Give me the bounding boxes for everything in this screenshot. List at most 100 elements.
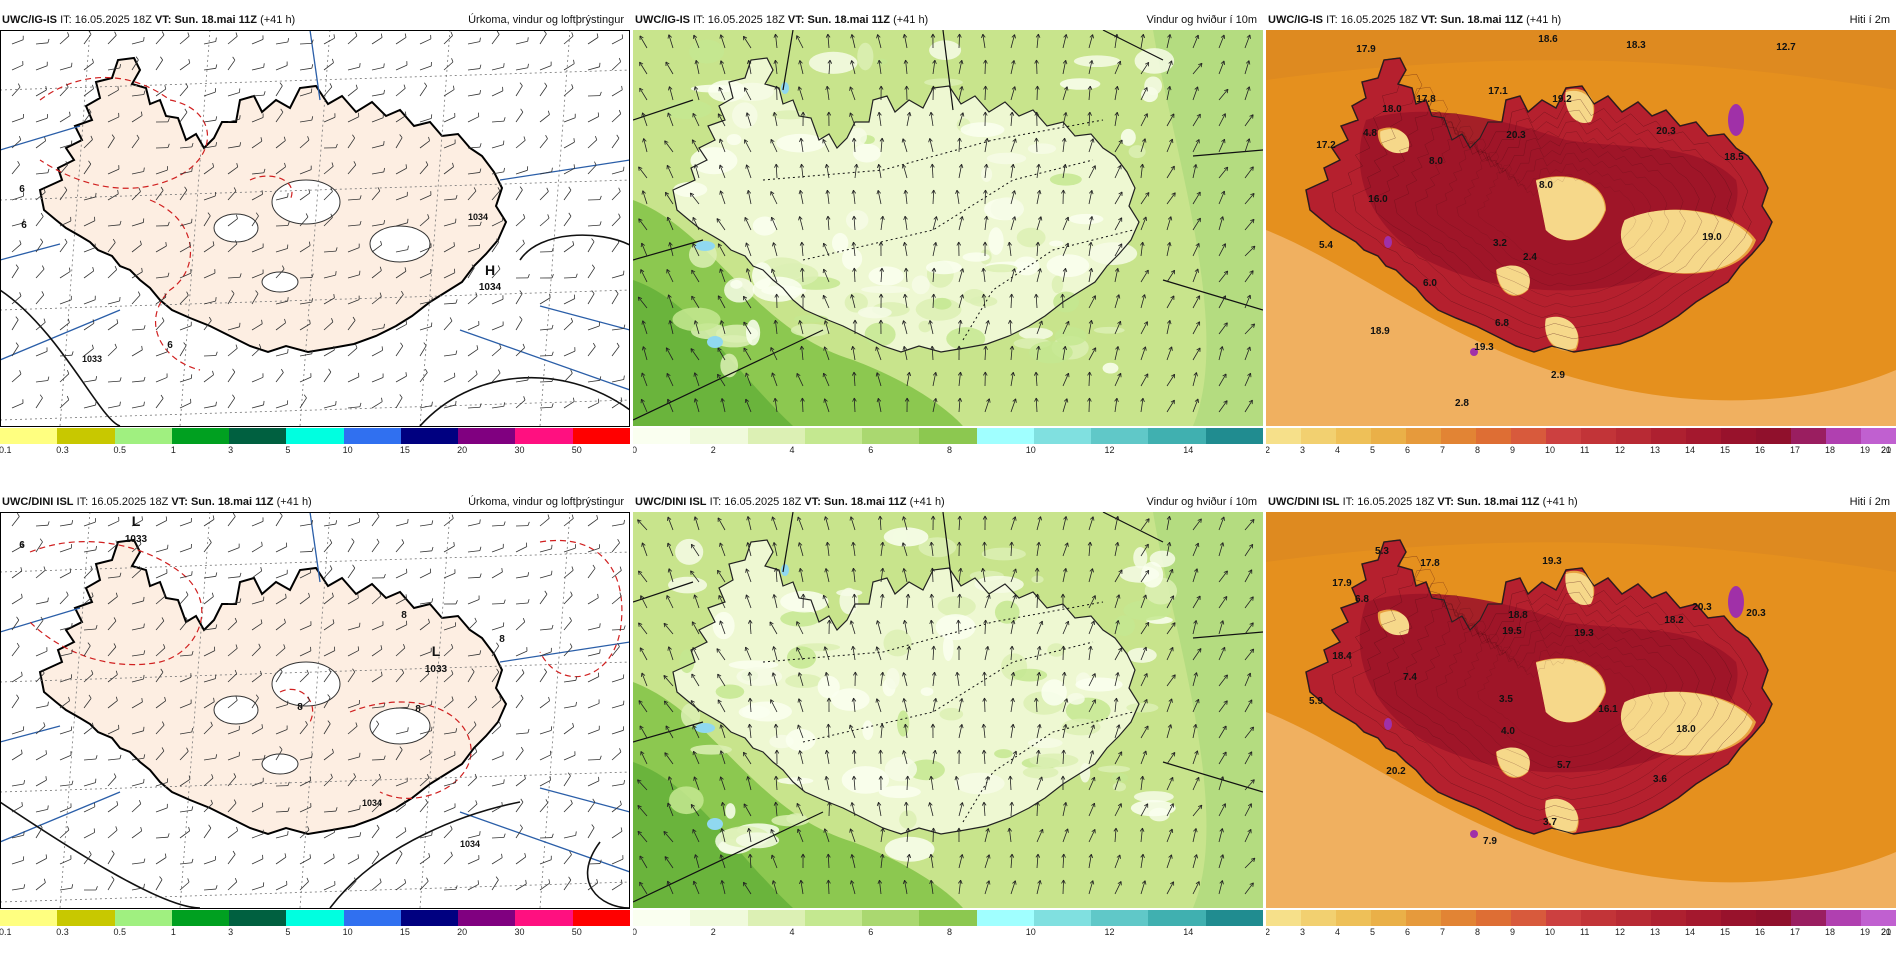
colorbar-tick-label: 14	[1183, 927, 1193, 937]
init-time: 16.05.2025 18Z	[1341, 14, 1418, 26]
colorbar-tick-label: 11	[1580, 927, 1589, 937]
colorbar-swatch	[919, 428, 976, 444]
colorbar-tick-label: 1	[171, 445, 176, 455]
temperature-label: 8.0	[1539, 180, 1553, 191]
colorbar-swatch	[401, 910, 458, 926]
precip-contour-label: 8	[297, 702, 303, 713]
panel-title-bar: UWC/IG-IS IT: 16.05.2025 18Z VT: Sun. 18…	[1266, 12, 1896, 28]
colorbar-tick-label: 2	[1266, 445, 1270, 455]
colorbar-swatch	[1546, 428, 1581, 444]
temperature-label: 18.6	[1538, 34, 1558, 45]
colorbar-swatch	[229, 910, 286, 926]
temperature-label: 17.2	[1316, 140, 1336, 151]
colorbar-tick-label: 5	[1370, 445, 1375, 455]
colorbar-swatch	[229, 428, 286, 444]
model-name: UWC/DINI ISL	[1268, 496, 1340, 508]
colorbar-swatch	[515, 428, 572, 444]
colorbar-tick-label: 5	[285, 927, 290, 937]
colorbar-swatch	[573, 428, 630, 444]
colorbar-tick-label: 9	[1510, 445, 1515, 455]
pressure-value-label: 1034	[468, 212, 488, 222]
colorbar-tick-label: 0	[633, 445, 637, 455]
it-label: IT:	[693, 14, 705, 26]
temperature-label: 20.2	[1386, 766, 1406, 777]
panel-title-bar: UWC/IG-IS IT: 16.05.2025 18Z VT: Sun. 18…	[633, 12, 1263, 28]
init-time: 16.05.2025 18Z	[91, 496, 168, 508]
colorbar-tick-label: 4	[790, 927, 795, 937]
colorbar-tick-label: 12	[1615, 445, 1625, 455]
colorbar-tick-label: 18	[1825, 445, 1835, 455]
temperature-label: 18.3	[1626, 40, 1646, 51]
colorbar-swatch	[1861, 428, 1896, 444]
wind-panel-ig-is: UWC/IG-IS IT: 16.05.2025 18Z VT: Sun. 18…	[633, 12, 1263, 474]
colorbar-swatch	[862, 428, 919, 444]
colorbar-swatch	[1266, 910, 1301, 926]
colorbar-swatch	[1721, 428, 1756, 444]
colorbar-swatch	[1791, 910, 1826, 926]
lead-time: (+41 h)	[277, 496, 312, 508]
model-name: UWC/IG-IS	[1268, 14, 1323, 26]
colorbar-tick-label: 6	[868, 927, 873, 937]
temperature-label: 20.3	[1746, 608, 1766, 619]
forecast-map	[633, 30, 1263, 426]
colorbar	[633, 910, 1263, 926]
vt-label: VT:	[1437, 496, 1454, 508]
colorbar-swatch	[690, 910, 747, 926]
colorbar-tick-label: 4	[1335, 445, 1340, 455]
colorbar-tick-label: 14	[1685, 927, 1695, 937]
colorbar-tick-label: 3	[1300, 445, 1305, 455]
colorbar-tick-label: 12	[1615, 927, 1625, 937]
temperature-label: 5.4	[1319, 240, 1333, 251]
temperature-label: 17.8	[1420, 558, 1440, 569]
colorbar-swatch	[458, 428, 515, 444]
colorbar-tick-label: 0.5	[114, 445, 127, 455]
colorbar-tick-label: 30	[514, 927, 524, 937]
colorbar-tick-label: 12	[1105, 445, 1115, 455]
colorbar	[0, 910, 630, 926]
pressure-value-label: 1034	[362, 798, 382, 808]
colorbar-tick-label: 9	[1510, 927, 1515, 937]
colorbar-swatch	[748, 910, 805, 926]
product-name: Hiti í 2m	[1850, 494, 1890, 510]
colorbar-swatch	[573, 910, 630, 926]
colorbar-swatch	[1336, 910, 1371, 926]
colorbar-swatch	[172, 428, 229, 444]
colorbar-tick-label: 6	[868, 445, 873, 455]
temperature-label: 6.0	[1423, 278, 1437, 289]
colorbar-tick-label: 10	[1026, 445, 1036, 455]
wind-map-graphic	[633, 30, 1263, 426]
colorbar-swatch	[1091, 428, 1148, 444]
it-label: IT:	[710, 496, 722, 508]
colorbar-swatch	[1206, 910, 1263, 926]
colorbar-tick-label: 3	[1300, 927, 1305, 937]
colorbar-swatch	[172, 910, 229, 926]
temperature-label: 5.7	[1557, 760, 1571, 771]
temperature-label: 18.4	[1332, 651, 1352, 662]
colorbar-tick-label: 5	[1370, 927, 1375, 937]
colorbar-swatch	[748, 428, 805, 444]
temperature-label: 16.0	[1368, 194, 1388, 205]
colorbar-tick-label: 2	[711, 927, 716, 937]
precip-contour-label: 6	[19, 184, 25, 195]
pressure-value-label: 1034	[460, 839, 480, 849]
temperature-label: 12.7	[1776, 42, 1796, 53]
precip-contour-label: 6	[21, 220, 27, 231]
colorbar-swatch	[1336, 428, 1371, 444]
temperature-label: 19.5	[1502, 626, 1522, 637]
temperature-label: 17.9	[1332, 578, 1352, 589]
colorbar-tick-label: 12	[1105, 927, 1115, 937]
colorbar-swatch	[515, 910, 572, 926]
vt-label: VT:	[155, 14, 172, 26]
temperature-label: 3.5	[1499, 694, 1513, 705]
valid-time: Sun. 18.mai 11Z	[191, 496, 274, 508]
colorbar-swatch	[1148, 910, 1205, 926]
pressure-value-label: 1034	[479, 282, 502, 293]
lead-time: (+41 h)	[1526, 14, 1561, 26]
colorbar-swatch	[1301, 910, 1336, 926]
run-info: UWC/DINI ISL IT: 16.05.2025 18Z VT: Sun.…	[635, 494, 945, 510]
colorbar-swatch	[1546, 910, 1581, 926]
pressure-center-label: H	[485, 262, 495, 278]
colorbar-swatch	[690, 428, 747, 444]
